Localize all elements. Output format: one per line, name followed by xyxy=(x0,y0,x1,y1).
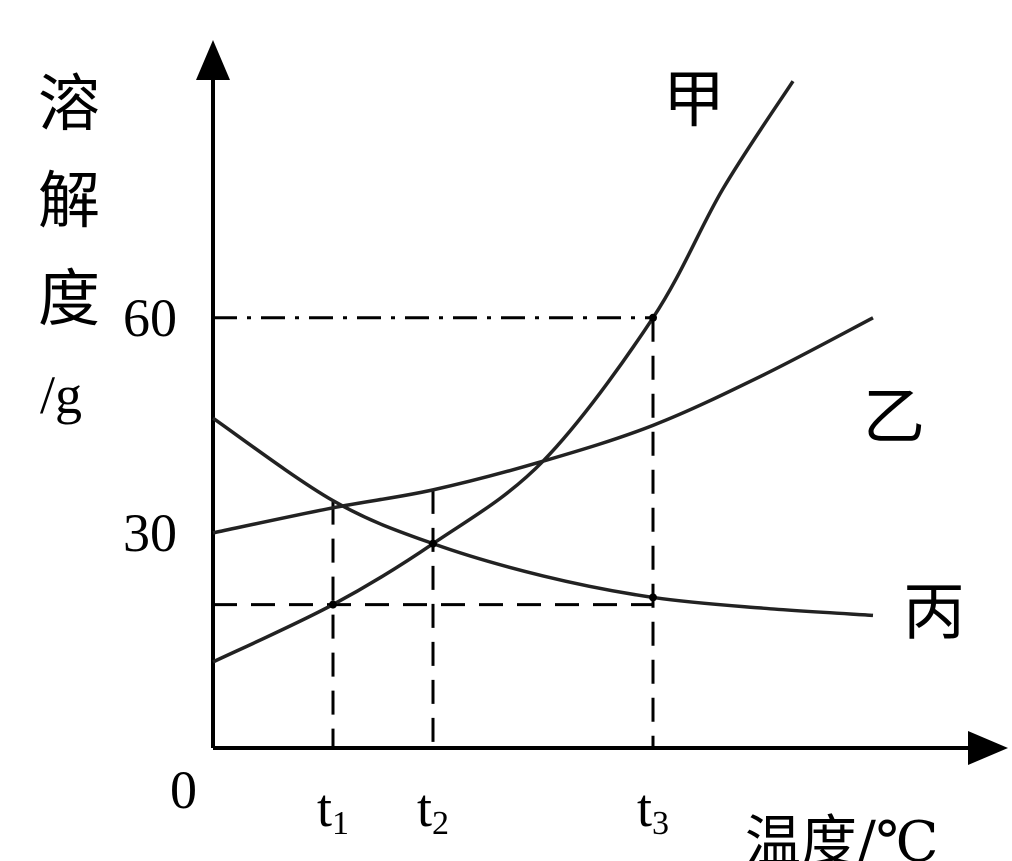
series-curves xyxy=(212,80,874,664)
y-axis-label-char: 度 xyxy=(38,262,100,335)
x-axis-label: 温度/℃ xyxy=(745,810,939,861)
guide-lines xyxy=(213,316,655,748)
axes xyxy=(196,40,1008,765)
x-tick-label-t2: t2 xyxy=(417,778,449,842)
y-tick-label-60: 60 xyxy=(123,288,177,348)
series-line-2 xyxy=(212,316,874,535)
guide-point-4 xyxy=(649,593,657,602)
guide-point-2 xyxy=(429,539,437,548)
tick-labels: 30 60 t1 t2 t3 xyxy=(123,288,669,842)
series-line-3 xyxy=(212,416,874,618)
guide-point-3 xyxy=(649,313,657,322)
x-axis-arrow xyxy=(968,731,1008,765)
x-tick-label-t1: t1 xyxy=(317,778,349,842)
series-label-3: 丙 xyxy=(903,575,965,648)
y-axis-label: 溶 解 度 /g xyxy=(38,67,100,425)
y-axis-label-char: 溶 xyxy=(38,67,100,140)
y-axis-unit: /g xyxy=(40,365,82,425)
y-tick-label-30: 30 xyxy=(123,503,177,563)
y-axis-arrow xyxy=(196,40,230,80)
series-line-1 xyxy=(212,80,795,664)
series-label-1: 甲 xyxy=(663,63,725,136)
y-axis-label-char: 解 xyxy=(38,164,100,237)
series-label-2: 乙 xyxy=(863,380,925,453)
x-tick-label-t3: t3 xyxy=(637,778,669,842)
series-labels: 甲乙丙 xyxy=(663,63,965,648)
origin-label: 0 xyxy=(170,760,197,820)
guide-point-1 xyxy=(329,600,337,609)
